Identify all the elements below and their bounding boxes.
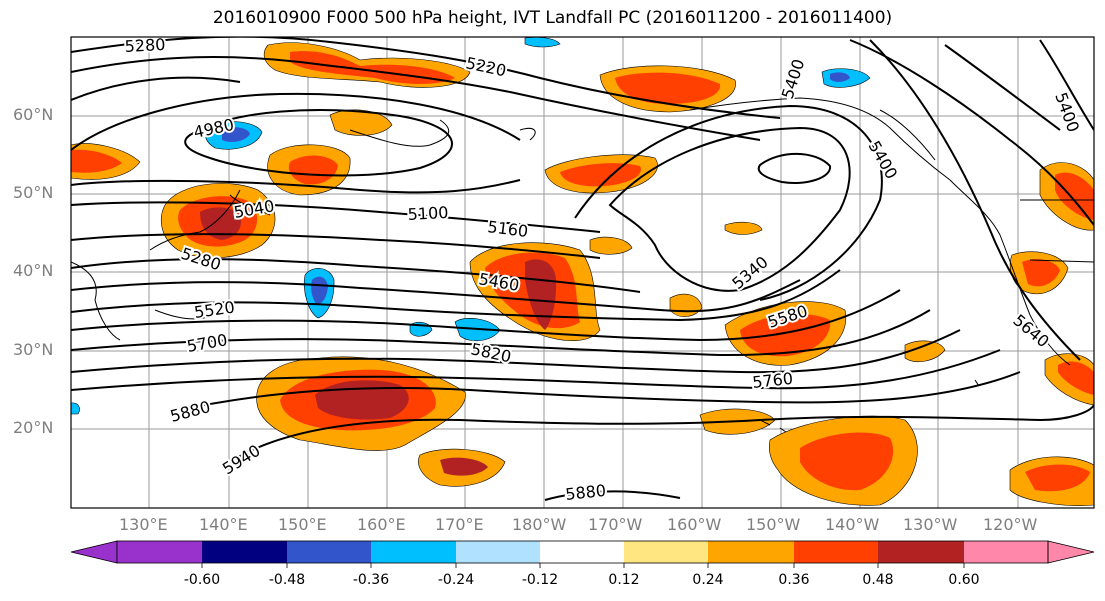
lat-label: 20°N bbox=[13, 418, 54, 437]
contour-label: 5220 bbox=[464, 53, 508, 80]
lat-label: 60°N bbox=[13, 105, 54, 124]
lon-label: 160°W bbox=[667, 515, 722, 534]
lat-label: 50°N bbox=[13, 183, 54, 202]
colorbar-tick-label: -0.24 bbox=[437, 572, 475, 588]
lon-label: 140°W bbox=[825, 515, 880, 534]
region-small-b bbox=[904, 340, 946, 363]
lon-label: 130°E bbox=[119, 515, 168, 534]
colorbar-tick-label: -0.12 bbox=[521, 572, 559, 588]
colorbar-segment bbox=[540, 541, 624, 563]
lon-label: 150°E bbox=[278, 515, 327, 534]
colorbar-segment bbox=[117, 541, 202, 563]
colorbar-tick-label: 0.48 bbox=[862, 572, 894, 588]
colorbar-segment bbox=[964, 541, 1048, 563]
neg-west bbox=[71, 402, 80, 415]
colorbar-tick-label: 0.24 bbox=[692, 572, 724, 588]
colorbar-tick-label: 0.36 bbox=[778, 572, 810, 588]
colorbar-segment bbox=[794, 541, 878, 563]
colorbar-segment bbox=[371, 541, 456, 563]
lon-label: 160°E bbox=[357, 515, 406, 534]
contour-label: 5400 bbox=[865, 138, 902, 183]
neg-arctic bbox=[524, 37, 561, 48]
colorbar-segment bbox=[708, 541, 794, 563]
colorbar-tick-label: -0.36 bbox=[352, 572, 390, 588]
region-small-e bbox=[589, 236, 633, 255]
contour-label: 5160 bbox=[487, 217, 530, 241]
colorbar-tick-label: 0.12 bbox=[608, 572, 640, 588]
map-title: 2016010900 F000 500 hPa height, IVT Land… bbox=[212, 8, 893, 28]
height-contours bbox=[71, 37, 1094, 501]
contour-label: 5400 bbox=[778, 57, 809, 102]
lon-label: 170°W bbox=[588, 515, 643, 534]
colorbar-segment bbox=[287, 541, 371, 563]
contour-label: 5940 bbox=[219, 441, 264, 479]
colorbar-extend-high bbox=[1047, 540, 1095, 564]
colorbar-segment bbox=[878, 541, 964, 563]
contour-label: 5700 bbox=[185, 330, 228, 356]
region-small-d bbox=[669, 293, 703, 317]
coastlines bbox=[71, 97, 1094, 433]
contour-label: 5100 bbox=[407, 203, 449, 224]
map-frame bbox=[70, 36, 1095, 509]
lon-label: 150°W bbox=[746, 515, 801, 534]
contour-label-group: 5280 5220 4980 5040 5100 5160 5280 5460 … bbox=[122, 33, 1085, 506]
colorbar-segment bbox=[202, 541, 287, 563]
lon-label: 180°W bbox=[512, 515, 567, 534]
ivt-positive-regions bbox=[71, 42, 1094, 506]
lat-label: 30°N bbox=[13, 340, 54, 359]
lon-label: 130°W bbox=[903, 515, 958, 534]
colorbar bbox=[70, 540, 1095, 568]
lat-label: 40°N bbox=[13, 261, 54, 280]
contour-label: 5280 bbox=[124, 35, 166, 56]
contour-label: 5880 bbox=[168, 397, 212, 426]
colorbar-segment bbox=[624, 541, 708, 563]
contour-label: 5880 bbox=[564, 481, 606, 504]
colorbar-segment bbox=[456, 541, 540, 563]
colorbar-extend-low bbox=[70, 540, 118, 564]
colorbar-tick-label: -0.60 bbox=[183, 572, 221, 588]
colorbar-tick-label: 0.60 bbox=[948, 572, 980, 588]
lon-label: 120°W bbox=[983, 515, 1038, 534]
contour-label: 5820 bbox=[469, 339, 513, 366]
region-small-h bbox=[724, 221, 763, 235]
lon-label: 140°E bbox=[199, 515, 248, 534]
colorbar-tick-label: -0.48 bbox=[268, 572, 306, 588]
lon-label: 170°E bbox=[435, 515, 484, 534]
